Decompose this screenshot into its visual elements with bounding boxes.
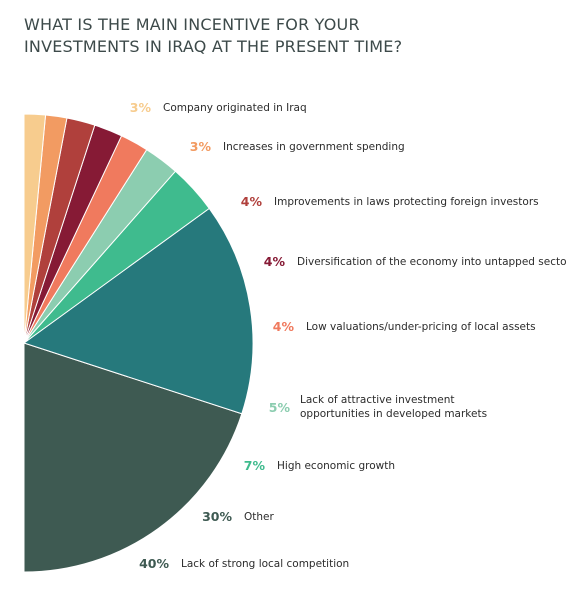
pie-percent-label-8: 3% <box>130 100 152 115</box>
pie-percent-label-5: 4% <box>264 254 286 269</box>
pie-category-label-3: Lack of attractive investment opportuniti… <box>300 394 487 420</box>
pie-percent-label-3: 5% <box>269 400 291 415</box>
pie-category-label-5: Diversification of the economy into unta… <box>297 256 567 268</box>
pie-labels: 40% Lack of strong local competition 30% Ot… <box>130 100 567 571</box>
pie-category-label-8: Company originated in Iraq <box>163 102 307 114</box>
pie-category-label-4: Low valuations/under-pricing of local as… <box>306 321 536 333</box>
pie-slice-8 <box>23 113 47 344</box>
pie-percent-label-2: 7% <box>244 458 266 473</box>
pie-category-label-0: Lack of strong local competition <box>181 558 349 570</box>
pie-percent-label-1: 30% <box>202 509 232 524</box>
pie-percent-label-6: 4% <box>241 194 263 209</box>
pie-percent-label-4: 4% <box>273 319 295 334</box>
pie-slice-0 <box>23 342 243 573</box>
pie-slice-1 <box>22 207 254 415</box>
pie-category-label-7: Increases in government spending <box>223 141 405 153</box>
pie-slices <box>22 113 254 573</box>
pie-percent-label-0: 40% <box>139 556 169 571</box>
pie-category-label-6: Improvements in laws protecting foreign … <box>274 196 539 208</box>
chart-title: WHAT IS THE MAIN INCENTIVE FOR YOUR INVE… <box>24 15 403 56</box>
pie-category-label-1: Other <box>244 511 274 523</box>
pie-percent-label-7: 3% <box>190 139 212 154</box>
pie-category-label-2: High economic growth <box>277 460 395 472</box>
